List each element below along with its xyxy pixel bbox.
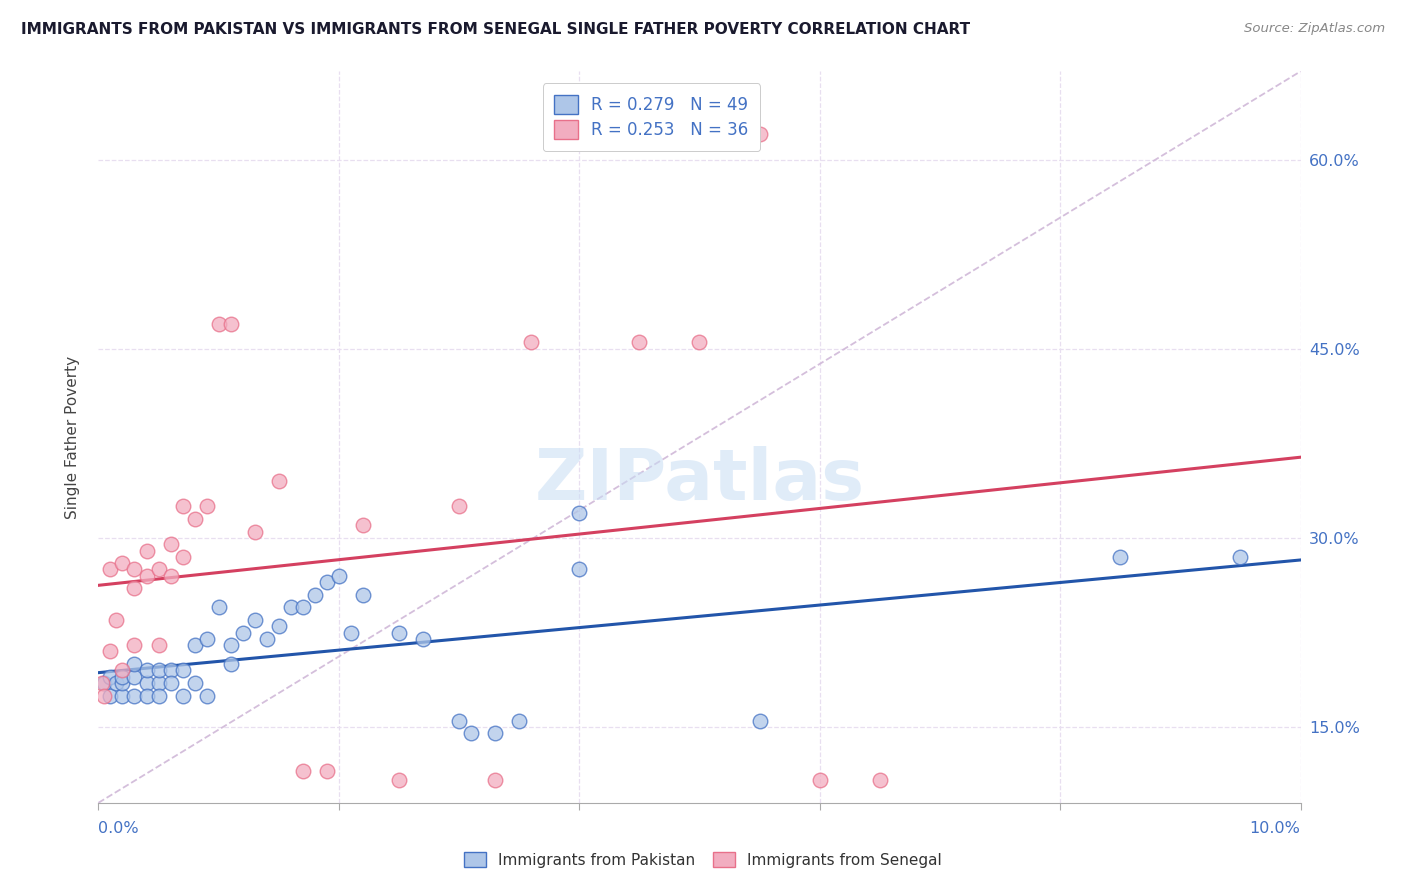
Point [148, 562, 170, 576]
Point [280, 600, 302, 615]
Point [172, 500, 194, 514]
Point [219, 638, 242, 652]
Point [100, 644, 122, 658]
Point [105, 676, 128, 690]
Point [484, 726, 506, 740]
Point [748, 128, 770, 142]
Point [328, 569, 350, 583]
Point [808, 773, 831, 788]
Point [172, 689, 194, 703]
Point [111, 676, 134, 690]
Point [508, 714, 530, 728]
Point [159, 537, 181, 551]
Point [304, 588, 326, 602]
Point [148, 638, 170, 652]
Point [159, 569, 181, 583]
Point [267, 619, 290, 633]
Point [148, 689, 170, 703]
Point [135, 689, 157, 703]
Point [568, 562, 591, 576]
Point [93, 689, 115, 703]
Point [232, 625, 254, 640]
Point [208, 317, 231, 331]
Point [352, 518, 374, 533]
Point [219, 317, 242, 331]
Point [1229, 549, 1251, 564]
Point [689, 335, 711, 350]
Text: 0.0%: 0.0% [98, 821, 139, 836]
Point [135, 664, 157, 678]
Point [105, 613, 128, 627]
Point [208, 600, 231, 615]
Point [111, 556, 134, 570]
Point [183, 638, 205, 652]
Point [159, 676, 181, 690]
Point [243, 613, 266, 627]
Point [111, 689, 134, 703]
Point [388, 773, 411, 788]
Point [291, 764, 314, 779]
Point [447, 500, 470, 514]
Text: ZIPatlas: ZIPatlas [534, 447, 865, 516]
Point [195, 500, 218, 514]
Point [256, 632, 278, 646]
Point [195, 632, 218, 646]
Point [148, 676, 170, 690]
Point [352, 588, 374, 602]
Point [1109, 549, 1132, 564]
Point [460, 726, 482, 740]
Point [111, 664, 134, 678]
Point [100, 670, 122, 684]
Point [748, 714, 770, 728]
Point [219, 657, 242, 671]
Point [267, 474, 290, 488]
Point [388, 625, 411, 640]
Point [315, 575, 337, 590]
Point [315, 764, 337, 779]
Point [568, 506, 591, 520]
Point [484, 773, 506, 788]
Point [124, 562, 146, 576]
Legend: R = 0.279   N = 49, R = 0.253   N = 36: R = 0.279 N = 49, R = 0.253 N = 36 [543, 83, 761, 151]
Point [100, 562, 122, 576]
Point [412, 632, 434, 646]
Point [172, 549, 194, 564]
Point [447, 714, 470, 728]
Point [124, 689, 146, 703]
Text: 10.0%: 10.0% [1250, 821, 1301, 836]
Point [93, 676, 115, 690]
Point [124, 638, 146, 652]
Point [100, 689, 122, 703]
Point [111, 670, 134, 684]
Legend: Immigrants from Pakistan, Immigrants from Senegal: Immigrants from Pakistan, Immigrants fro… [457, 844, 949, 875]
Point [124, 670, 146, 684]
Point [159, 664, 181, 678]
Point [195, 689, 218, 703]
Text: Source: ZipAtlas.com: Source: ZipAtlas.com [1244, 22, 1385, 36]
Point [124, 582, 146, 596]
Point [124, 657, 146, 671]
Y-axis label: Single Father Poverty: Single Father Poverty [65, 356, 80, 518]
Point [243, 524, 266, 539]
Point [520, 335, 543, 350]
Point [340, 625, 363, 640]
Point [172, 664, 194, 678]
Text: IMMIGRANTS FROM PAKISTAN VS IMMIGRANTS FROM SENEGAL SINGLE FATHER POVERTY CORREL: IMMIGRANTS FROM PAKISTAN VS IMMIGRANTS F… [21, 22, 970, 37]
Point [183, 676, 205, 690]
Point [291, 600, 314, 615]
Point [135, 676, 157, 690]
Point [869, 773, 891, 788]
Point [628, 335, 651, 350]
Point [91, 676, 114, 690]
Point [183, 512, 205, 526]
Point [135, 543, 157, 558]
Point [135, 569, 157, 583]
Point [148, 664, 170, 678]
